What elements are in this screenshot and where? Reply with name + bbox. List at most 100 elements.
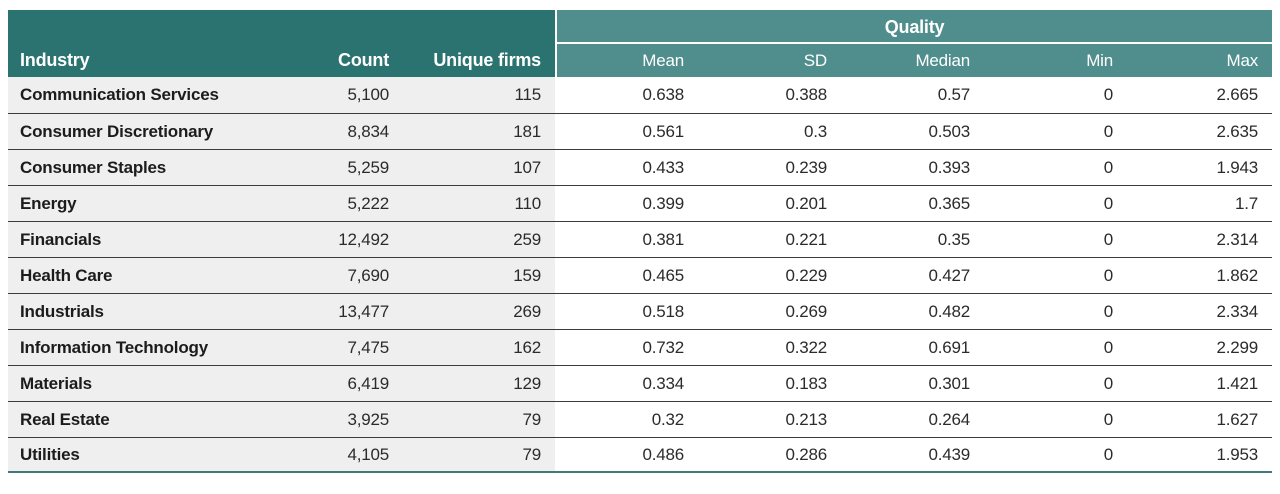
- cell-min: 0: [984, 401, 1127, 437]
- table-row: Financials 12,492 259 0.381 0.221 0.35 0 2.314: [8, 221, 1273, 257]
- cell-min: 0: [984, 257, 1127, 293]
- cell-mean: 0.486: [555, 437, 698, 473]
- cell-industry: Financials: [8, 221, 308, 257]
- cell-max: 1.627: [1127, 401, 1273, 437]
- cell-median: 0.503: [841, 113, 984, 149]
- cell-max: 1.862: [1127, 257, 1273, 293]
- cell-sd: 0.229: [698, 257, 841, 293]
- cell-count: 12,492: [308, 221, 403, 257]
- cell-sd: 0.221: [698, 221, 841, 257]
- cell-sd: 0.201: [698, 185, 841, 221]
- table-row: Information Technology 7,475 162 0.732 0.322…: [8, 329, 1273, 365]
- cell-median: 0.264: [841, 401, 984, 437]
- cell-count: 5,259: [308, 149, 403, 185]
- cell-max: 2.665: [1127, 77, 1273, 113]
- cell-mean: 0.334: [555, 365, 698, 401]
- cell-industry: Information Technology: [8, 329, 308, 365]
- table-row: Real Estate 3,925 79 0.32 0.213 0.264 0 1.627: [8, 401, 1273, 437]
- column-header-min: Min: [984, 44, 1127, 77]
- column-header-max: Max: [1127, 44, 1273, 77]
- industry-quality-table-wrap: Quality Industry Count Unique firms Mean…: [8, 10, 1273, 473]
- table-row: Industrials 13,477 269 0.518 0.269 0.482 0 2.33…: [8, 293, 1273, 329]
- cell-industry: Consumer Staples: [8, 149, 308, 185]
- cell-median: 0.439: [841, 437, 984, 473]
- header-corner: [8, 10, 555, 44]
- cell-sd: 0.269: [698, 293, 841, 329]
- cell-median: 0.35: [841, 221, 984, 257]
- table-row: Utilities 4,105 79 0.486 0.286 0.439 0 1.953: [8, 437, 1273, 473]
- cell-sd: 0.286: [698, 437, 841, 473]
- table-row: Energy 5,222 110 0.399 0.201 0.365 0 1.7: [8, 185, 1273, 221]
- cell-sd: 0.213: [698, 401, 841, 437]
- cell-unique-firms: 107: [403, 149, 555, 185]
- cell-unique-firms: 79: [403, 437, 555, 473]
- table-row: Health Care 7,690 159 0.465 0.229 0.427 0 1.862: [8, 257, 1273, 293]
- cell-mean: 0.465: [555, 257, 698, 293]
- cell-count: 4,105: [308, 437, 403, 473]
- column-header-unique-firms: Unique firms: [403, 44, 555, 77]
- table-row: Consumer Staples 5,259 107 0.433 0.239 0.393 0…: [8, 149, 1273, 185]
- cell-industry: Utilities: [8, 437, 308, 473]
- column-header-count: Count: [308, 44, 403, 77]
- cell-unique-firms: 162: [403, 329, 555, 365]
- table-row: Consumer Discretionary 8,834 181 0.561 0.3 0.…: [8, 113, 1273, 149]
- cell-min: 0: [984, 77, 1127, 113]
- cell-industry: Communication Services: [8, 77, 308, 113]
- cell-industry: Real Estate: [8, 401, 308, 437]
- cell-industry: Materials: [8, 365, 308, 401]
- cell-median: 0.57: [841, 77, 984, 113]
- cell-median: 0.482: [841, 293, 984, 329]
- cell-unique-firms: 129: [403, 365, 555, 401]
- cell-max: 1.421: [1127, 365, 1273, 401]
- column-header-median: Median: [841, 44, 984, 77]
- column-header-mean: Mean: [555, 44, 698, 77]
- cell-industry: Energy: [8, 185, 308, 221]
- cell-sd: 0.239: [698, 149, 841, 185]
- cell-min: 0: [984, 221, 1127, 257]
- cell-count: 13,477: [308, 293, 403, 329]
- table-row: Communication Services 5,100 115 0.638 0.388…: [8, 77, 1273, 113]
- cell-median: 0.301: [841, 365, 984, 401]
- cell-mean: 0.638: [555, 77, 698, 113]
- industry-quality-table: Quality Industry Count Unique firms Mean…: [8, 10, 1273, 473]
- cell-max: 1.943: [1127, 149, 1273, 185]
- cell-industry: Consumer Discretionary: [8, 113, 308, 149]
- cell-unique-firms: 79: [403, 401, 555, 437]
- cell-mean: 0.399: [555, 185, 698, 221]
- column-header-industry: Industry: [8, 44, 308, 77]
- cell-min: 0: [984, 437, 1127, 473]
- cell-unique-firms: 259: [403, 221, 555, 257]
- cell-industry: Health Care: [8, 257, 308, 293]
- table-header: Quality Industry Count Unique firms Mean…: [8, 10, 1273, 77]
- table-row: Materials 6,419 129 0.334 0.183 0.301 0 1.421: [8, 365, 1273, 401]
- cell-count: 7,690: [308, 257, 403, 293]
- table-body: Communication Services 5,100 115 0.638 0.388…: [8, 77, 1273, 473]
- cell-count: 7,475: [308, 329, 403, 365]
- cell-median: 0.393: [841, 149, 984, 185]
- cell-median: 0.365: [841, 185, 984, 221]
- cell-sd: 0.388: [698, 77, 841, 113]
- cell-min: 0: [984, 185, 1127, 221]
- cell-unique-firms: 159: [403, 257, 555, 293]
- cell-sd: 0.3: [698, 113, 841, 149]
- cell-sd: 0.322: [698, 329, 841, 365]
- cell-max: 2.635: [1127, 113, 1273, 149]
- column-header-sd: SD: [698, 44, 841, 77]
- cell-count: 5,100: [308, 77, 403, 113]
- cell-mean: 0.381: [555, 221, 698, 257]
- cell-max: 1.7: [1127, 185, 1273, 221]
- cell-min: 0: [984, 293, 1127, 329]
- cell-industry: Industrials: [8, 293, 308, 329]
- cell-median: 0.691: [841, 329, 984, 365]
- cell-mean: 0.561: [555, 113, 698, 149]
- cell-max: 2.314: [1127, 221, 1273, 257]
- cell-count: 8,834: [308, 113, 403, 149]
- cell-unique-firms: 110: [403, 185, 555, 221]
- column-header-row: Industry Count Unique firms Mean SD Medi…: [8, 44, 1273, 77]
- group-header-row: Quality: [8, 10, 1273, 44]
- quality-group-header: Quality: [555, 10, 1273, 44]
- cell-mean: 0.32: [555, 401, 698, 437]
- cell-min: 0: [984, 329, 1127, 365]
- cell-max: 1.953: [1127, 437, 1273, 473]
- cell-count: 3,925: [308, 401, 403, 437]
